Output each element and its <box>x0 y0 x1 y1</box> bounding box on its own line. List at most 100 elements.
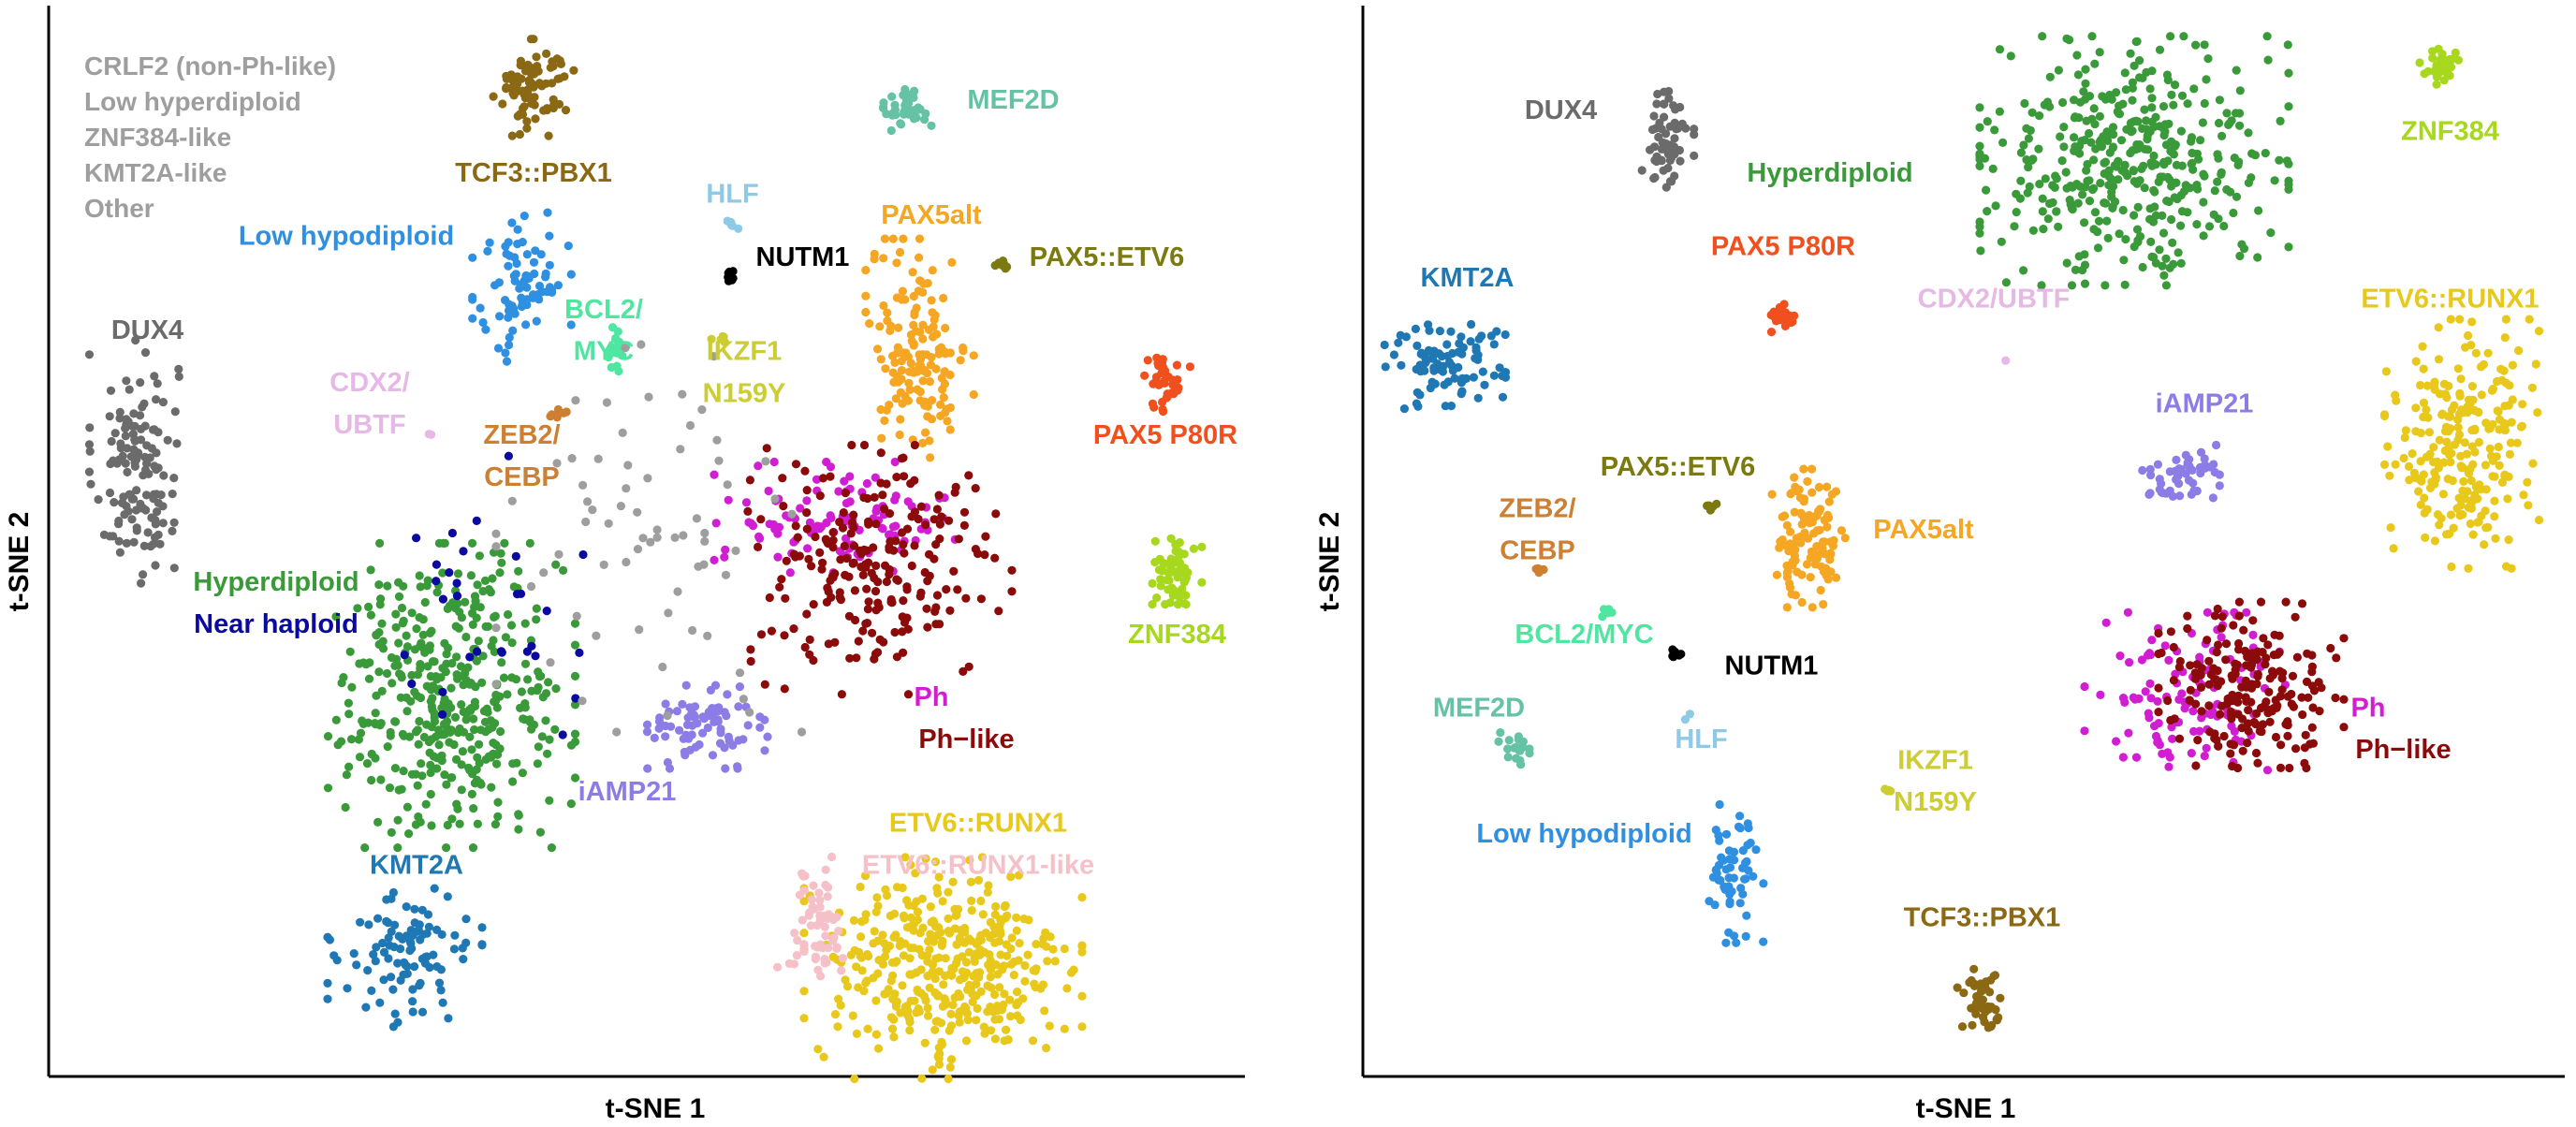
point-ph-like <box>781 593 790 603</box>
point-hyperdiploid <box>2089 104 2099 113</box>
point-low-hypodiploid <box>520 212 529 221</box>
point-dux4 <box>1652 99 1661 109</box>
point-ph <box>812 521 823 531</box>
point-etv6-runx1 <box>799 929 809 938</box>
point-hyperdiploid <box>2080 250 2089 259</box>
point-hyperdiploid <box>2202 75 2211 84</box>
point-ph-like <box>2231 659 2240 668</box>
point-other <box>787 509 797 519</box>
point-near-haploid <box>465 652 475 662</box>
point-hyperdiploid <box>535 827 546 837</box>
point-hyperdiploid <box>2237 240 2247 249</box>
point-hyperdiploid <box>2167 214 2176 225</box>
point-pax5alt <box>1822 482 1832 491</box>
point-ph-like <box>2234 645 2244 654</box>
point-etv6-runx1 <box>2516 422 2525 432</box>
point-ph-like <box>2264 687 2274 696</box>
point-ph-like <box>923 577 932 586</box>
point-near-haploid <box>452 592 462 601</box>
point-hyperdiploid <box>484 752 494 761</box>
point-kmt2a <box>1422 356 1431 365</box>
point-ph-like <box>844 611 855 621</box>
point-hyperdiploid <box>2085 176 2094 185</box>
point-etv6-runx1 <box>1077 941 1087 950</box>
point-hyperdiploid <box>347 682 357 692</box>
cluster-label: ZNF384 <box>2401 116 2499 146</box>
point-etv6-runx1 <box>973 875 984 886</box>
point-etv6-runx1 <box>2514 345 2524 356</box>
point-hyperdiploid <box>434 538 444 549</box>
point-hyperdiploid <box>2159 102 2169 111</box>
point-low-hypodiploid <box>1712 869 1721 878</box>
series-znf384 <box>1148 534 1207 609</box>
point-ph-like <box>818 558 827 567</box>
point-ph <box>2143 651 2153 660</box>
point-hyperdiploid <box>438 568 447 578</box>
point-kmt2a <box>1429 366 1439 375</box>
point-hyperdiploid <box>2093 243 2103 253</box>
point-low-hypodiploid <box>1751 845 1761 855</box>
point-other <box>688 625 697 636</box>
point-ph-like <box>2297 599 2307 608</box>
point-hyperdiploid <box>499 673 509 682</box>
point-ph-like <box>837 690 847 699</box>
point-etv6-runx1 <box>841 975 850 985</box>
point-mef2d <box>1494 737 1503 746</box>
point-etv6-runx1 <box>2408 449 2417 459</box>
point-low-hypodiploid <box>509 271 519 281</box>
point-hyperdiploid <box>378 644 388 653</box>
point-etv6-runx1 <box>1077 893 1087 902</box>
point-kmt2a <box>416 978 425 988</box>
point-hyperdiploid <box>2079 87 2088 96</box>
point-ph-like <box>925 549 934 559</box>
point-hyperdiploid <box>404 829 414 839</box>
point-etv6-runx1 <box>878 930 887 940</box>
point-tcf3-pbx1 <box>1968 1020 1977 1030</box>
point-kmt2a <box>379 975 388 985</box>
point-pax5alt <box>929 322 938 331</box>
point-ph-like <box>765 593 774 603</box>
point-low-hypodiploid <box>545 260 554 270</box>
point-near-haploid <box>432 577 441 586</box>
point-hyperdiploid <box>545 796 554 805</box>
point-iamp21 <box>710 681 721 690</box>
point-hyperdiploid <box>413 725 422 735</box>
point-ph-like <box>2214 677 2223 686</box>
point-ph-like <box>2210 729 2219 739</box>
point-ph-like <box>793 533 802 542</box>
point-hyperdiploid <box>480 717 490 726</box>
point-etv6-runx1 <box>895 941 904 951</box>
point-ph <box>845 472 855 481</box>
point-ph <box>890 457 900 467</box>
point-etv6-runx1 <box>2523 477 2532 487</box>
point-hyperdiploid <box>2145 204 2155 213</box>
point-znf384 <box>2420 69 2429 79</box>
point-kmt2a <box>356 917 365 927</box>
point-tcf3-pbx1 <box>542 104 552 113</box>
point-etv6-runx1 <box>972 949 981 959</box>
point-znf384 <box>1166 554 1176 564</box>
point-etv6-runx1 <box>2497 477 2508 487</box>
point-hyperdiploid <box>432 764 442 773</box>
point-etv6-runx1 <box>2442 437 2452 446</box>
point-kmt2a <box>393 1017 402 1027</box>
point-iamp21 <box>2208 493 2217 503</box>
point-etv6-runx1 <box>2434 355 2444 364</box>
point-kmt2a <box>1415 360 1425 370</box>
point-znf384 <box>1160 559 1169 568</box>
point-ph <box>2145 679 2155 689</box>
point-etv6-runx1 <box>873 936 883 945</box>
point-hyperdiploid <box>2054 66 2063 75</box>
series-tcf3-pbx1 <box>1953 964 2005 1032</box>
point-hyperdiploid <box>2266 228 2276 238</box>
point-ph <box>755 534 765 543</box>
point-znf384 <box>1166 534 1176 543</box>
point-ph <box>744 518 754 527</box>
point-etv6-runx1 <box>890 989 900 999</box>
point-kmt2a <box>436 986 446 995</box>
point-ph <box>754 461 763 471</box>
point-hyperdiploid <box>2188 165 2198 174</box>
point-hyperdiploid <box>2191 40 2201 50</box>
point-dux4 <box>1690 124 1699 134</box>
point-hyperdiploid <box>2177 91 2188 100</box>
